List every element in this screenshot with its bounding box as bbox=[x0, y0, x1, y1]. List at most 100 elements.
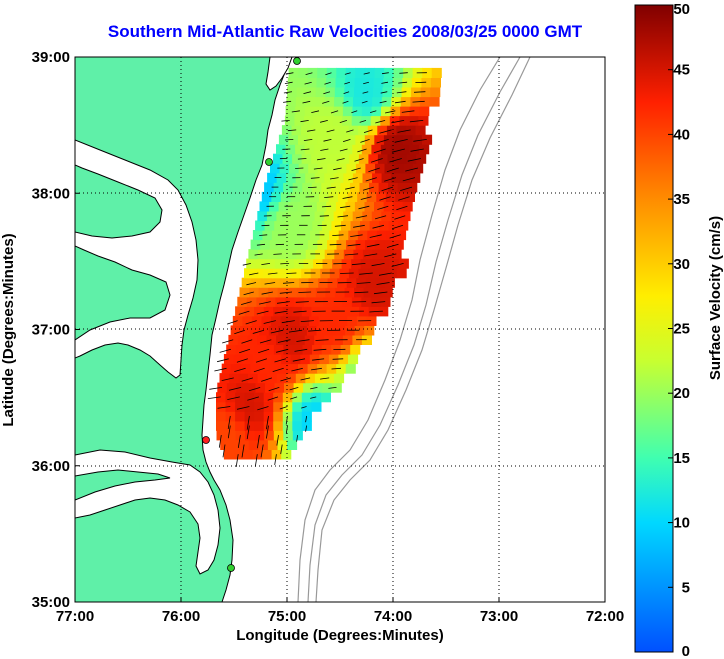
velocity-cell bbox=[368, 153, 379, 164]
velocity-arrow bbox=[298, 291, 312, 293]
velocity-cell bbox=[374, 67, 385, 78]
velocity-arrow bbox=[281, 120, 290, 122]
velocity-cell bbox=[216, 392, 227, 403]
velocity-arrow bbox=[236, 358, 248, 363]
velocity-arrow bbox=[344, 253, 359, 256]
velocity-cell bbox=[365, 239, 376, 250]
velocity-arrow bbox=[376, 139, 389, 144]
velocity-arrow bbox=[254, 253, 263, 256]
velocity-cell bbox=[361, 106, 372, 117]
velocity-arrow bbox=[332, 234, 344, 236]
velocity-cell bbox=[370, 296, 381, 307]
velocity-cell bbox=[290, 354, 301, 365]
velocity-cell bbox=[384, 277, 395, 288]
colorbar-tick-label: 25 bbox=[673, 321, 690, 338]
velocity-arrow bbox=[336, 158, 345, 161]
velocity-arrow bbox=[379, 196, 391, 201]
colorbar bbox=[634, 4, 674, 653]
velocity-cell bbox=[323, 115, 334, 126]
velocity-arrow bbox=[246, 415, 250, 430]
velocity-cell bbox=[348, 230, 359, 241]
velocity-arrow bbox=[253, 367, 265, 373]
velocity-arrow bbox=[320, 148, 329, 151]
velocity-cell bbox=[316, 201, 327, 212]
colorbar-tick-label: 5 bbox=[682, 579, 690, 596]
velocity-cell bbox=[267, 439, 278, 450]
velocity-cell bbox=[374, 134, 385, 145]
velocity-cell bbox=[327, 163, 338, 174]
velocity-cell bbox=[254, 392, 265, 403]
velocity-arrow bbox=[305, 72, 313, 75]
velocity-cell bbox=[281, 125, 292, 136]
velocity-cell bbox=[403, 134, 414, 145]
velocity-arrow bbox=[280, 377, 292, 382]
velocity-arrow bbox=[217, 358, 229, 363]
velocity-cell bbox=[265, 296, 276, 307]
velocity-cell bbox=[273, 306, 284, 317]
velocity-cell bbox=[248, 249, 259, 260]
velocity-cell bbox=[282, 401, 293, 412]
velocity-cell bbox=[266, 334, 277, 345]
velocity-cell bbox=[380, 144, 391, 155]
velocity-cell bbox=[286, 249, 297, 260]
velocity-cell bbox=[305, 96, 316, 107]
velocity-cell bbox=[306, 87, 317, 98]
velocity-arrow bbox=[368, 167, 380, 173]
velocity-cell bbox=[349, 153, 360, 164]
colorbar-tick-label: 10 bbox=[673, 515, 690, 532]
velocity-cell bbox=[273, 401, 284, 412]
velocity-cell bbox=[240, 363, 251, 374]
velocity-cell bbox=[260, 277, 271, 288]
velocity-cell bbox=[295, 172, 306, 183]
velocity-cell bbox=[343, 96, 354, 107]
velocity-cell bbox=[380, 115, 391, 126]
velocity-arrow bbox=[366, 243, 380, 248]
velocity-arrow bbox=[344, 72, 351, 75]
velocity-cell bbox=[364, 325, 375, 336]
velocity-arrow bbox=[221, 377, 234, 381]
velocity-cell bbox=[229, 439, 240, 450]
velocity-cell bbox=[288, 201, 299, 212]
velocity-arrow bbox=[239, 348, 251, 354]
velocity-arrow bbox=[310, 387, 318, 390]
velocity-cell bbox=[280, 191, 291, 202]
velocity-cell bbox=[304, 296, 315, 307]
velocity-cell bbox=[266, 211, 277, 222]
velocity-cell bbox=[362, 172, 373, 183]
velocity-cell bbox=[330, 182, 341, 193]
velocity-cell bbox=[314, 144, 325, 155]
velocity-cell bbox=[339, 153, 350, 164]
velocity-cell bbox=[310, 230, 321, 241]
velocity-arrow bbox=[276, 348, 289, 353]
velocity-cell bbox=[297, 201, 308, 212]
velocity-cell bbox=[290, 315, 301, 326]
velocity-cell bbox=[315, 96, 326, 107]
velocity-arrow bbox=[351, 263, 366, 266]
velocity-arrow bbox=[324, 196, 334, 198]
velocity-cell bbox=[263, 392, 274, 403]
velocity-cell bbox=[311, 153, 322, 164]
velocity-arrow bbox=[344, 81, 351, 85]
velocity-arrow bbox=[332, 358, 344, 360]
velocity-cell bbox=[387, 268, 398, 279]
velocity-cell bbox=[367, 125, 378, 136]
velocity-arrow bbox=[331, 367, 342, 370]
velocity-arrow bbox=[209, 387, 223, 390]
velocity-arrow bbox=[384, 253, 397, 258]
velocity-arrow bbox=[282, 282, 295, 284]
velocity-cell bbox=[364, 134, 375, 145]
velocity-cell bbox=[283, 220, 294, 231]
velocity-arrow bbox=[270, 329, 284, 334]
velocity-arrow bbox=[259, 339, 272, 344]
velocity-arrow bbox=[237, 435, 241, 448]
velocity-cell bbox=[393, 67, 404, 78]
velocity-cell bbox=[407, 182, 418, 193]
velocity-cell bbox=[250, 239, 261, 250]
velocity-cell bbox=[263, 306, 274, 317]
velocity-cell bbox=[235, 392, 246, 403]
velocity-cell bbox=[223, 354, 234, 365]
velocity-arrow bbox=[272, 367, 284, 372]
velocity-cell bbox=[382, 287, 393, 298]
velocity-cell bbox=[307, 67, 318, 78]
velocity-arrow bbox=[300, 320, 314, 322]
